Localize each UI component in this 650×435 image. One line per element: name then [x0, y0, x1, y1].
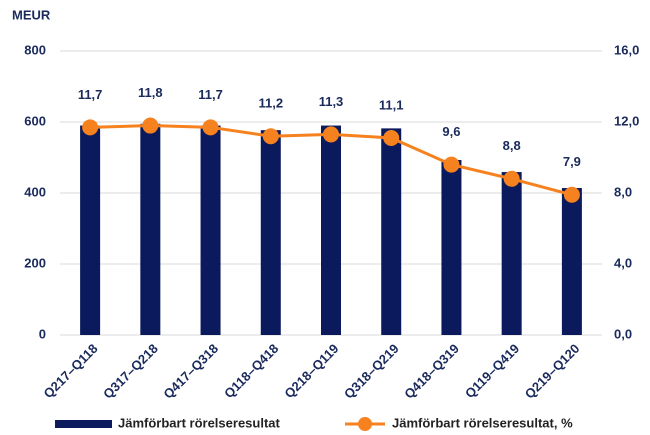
- data-label: 11,2: [258, 96, 283, 111]
- y-tick-label: 400: [24, 184, 46, 199]
- data-label: 11,8: [138, 85, 163, 100]
- line-point: [82, 119, 99, 136]
- x-tick-label: Q217–Q118: [40, 341, 100, 401]
- legend-swatch: [358, 417, 372, 431]
- bar: [441, 159, 462, 335]
- x-tick-label: Q219–Q120: [522, 341, 583, 402]
- legend-swatch: [55, 420, 112, 428]
- line-point: [503, 170, 520, 187]
- bar: [260, 130, 281, 335]
- bar: [381, 128, 402, 335]
- data-label: 11,7: [78, 87, 103, 102]
- data-label: 11,1: [379, 97, 404, 112]
- data-label: 9,6: [442, 124, 460, 139]
- x-tick-label: Q417–Q318: [160, 341, 221, 402]
- x-tick-label: Q118–Q418: [221, 341, 281, 401]
- line-point: [383, 129, 400, 146]
- line-point: [262, 128, 279, 145]
- x-tick-label: Q418–Q319: [401, 341, 462, 402]
- data-label: 11,3: [319, 94, 344, 109]
- x-tick-label: Q317–Q218: [100, 341, 161, 402]
- y-axis-label: MEUR: [12, 7, 51, 22]
- y2-tick-label: 16,0: [614, 42, 639, 57]
- data-label: 7,9: [563, 154, 581, 169]
- line-point: [202, 119, 219, 136]
- y-tick-label: 600: [24, 113, 46, 128]
- y2-tick-label: 0,0: [614, 326, 632, 341]
- x-tick-label: Q318–Q219: [341, 341, 402, 402]
- y-tick-label: 0: [39, 326, 46, 341]
- data-label: 11,7: [198, 87, 223, 102]
- legend-label: Jämförbart rörelseresultat: [118, 415, 281, 430]
- legend-label: Jämförbart rörelseresultat, %: [392, 415, 573, 430]
- bar: [200, 125, 221, 335]
- y2-tick-label: 12,0: [614, 113, 639, 128]
- x-tick-label: Q119–Q419: [462, 341, 522, 401]
- line-point: [443, 156, 460, 173]
- bar: [321, 125, 341, 335]
- data-label: 8,8: [503, 138, 521, 153]
- bar: [501, 172, 522, 335]
- bar: [140, 123, 161, 336]
- y2-tick-label: 4,0: [614, 255, 632, 270]
- bar: [561, 188, 582, 335]
- x-tick-label: Q218–Q119: [281, 341, 341, 401]
- line-point: [563, 186, 580, 203]
- y-tick-label: 200: [24, 255, 46, 270]
- bar: [80, 125, 101, 335]
- line-point: [142, 117, 159, 134]
- y-tick-label: 800: [24, 42, 46, 57]
- y2-tick-label: 8,0: [614, 184, 632, 199]
- line-point: [323, 126, 339, 143]
